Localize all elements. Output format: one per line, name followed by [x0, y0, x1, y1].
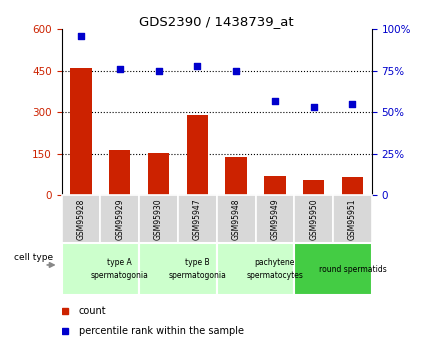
Bar — [148, 153, 169, 195]
Bar — [139, 195, 178, 243]
Bar — [62, 195, 100, 243]
Text: GSM95949: GSM95949 — [270, 198, 279, 240]
Text: cell type: cell type — [14, 253, 54, 262]
Point — [194, 63, 201, 69]
Text: GSM95930: GSM95930 — [154, 198, 163, 240]
Title: GDS2390 / 1438739_at: GDS2390 / 1438739_at — [139, 15, 294, 28]
Point — [78, 33, 85, 39]
Bar — [255, 195, 294, 243]
Text: type A
spermatogonia: type A spermatogonia — [91, 258, 149, 280]
Bar — [342, 177, 363, 195]
Bar — [303, 180, 324, 195]
Bar — [226, 157, 247, 195]
Bar — [217, 243, 294, 295]
Text: type B
spermatogonia: type B spermatogonia — [168, 258, 226, 280]
Text: GSM95928: GSM95928 — [76, 198, 85, 240]
Point — [233, 68, 240, 73]
Bar — [264, 176, 286, 195]
Bar — [217, 195, 255, 243]
Text: GSM95948: GSM95948 — [232, 198, 241, 240]
Text: pachytene
spermatocytes: pachytene spermatocytes — [246, 258, 303, 280]
Text: GSM95951: GSM95951 — [348, 198, 357, 240]
Bar — [333, 195, 372, 243]
Bar — [294, 195, 333, 243]
Point — [116, 66, 123, 72]
Text: GSM95950: GSM95950 — [309, 198, 318, 240]
Point — [349, 101, 356, 107]
Bar — [139, 243, 217, 295]
Bar — [62, 243, 139, 295]
Bar — [187, 115, 208, 195]
Text: GSM95947: GSM95947 — [193, 198, 202, 240]
Bar — [294, 243, 372, 295]
Point — [272, 98, 278, 103]
Bar — [71, 68, 92, 195]
Text: percentile rank within the sample: percentile rank within the sample — [79, 326, 244, 336]
Bar — [109, 150, 130, 195]
Bar — [100, 195, 139, 243]
Point — [310, 105, 317, 110]
Point — [155, 68, 162, 73]
Text: count: count — [79, 306, 106, 315]
Text: round spermatids: round spermatids — [319, 265, 386, 274]
Text: GSM95929: GSM95929 — [115, 198, 124, 240]
Bar — [178, 195, 217, 243]
